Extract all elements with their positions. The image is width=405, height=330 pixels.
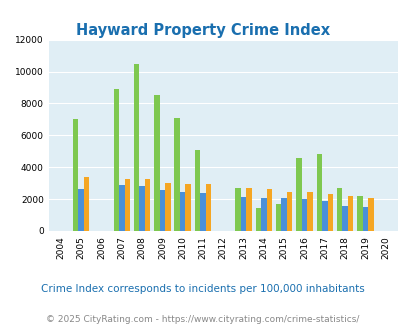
Bar <box>240 197 246 231</box>
Bar <box>307 192 312 231</box>
Bar <box>174 118 179 231</box>
Bar <box>367 197 373 231</box>
Bar <box>185 184 190 231</box>
Bar <box>362 207 367 231</box>
Bar <box>281 198 286 231</box>
Bar <box>159 189 165 231</box>
Bar <box>119 185 124 231</box>
Bar <box>327 193 332 231</box>
Text: Hayward Property Crime Index: Hayward Property Crime Index <box>76 23 329 38</box>
Bar <box>266 189 271 231</box>
Bar <box>356 196 362 231</box>
Bar <box>255 208 260 231</box>
Bar <box>246 188 251 231</box>
Bar <box>139 186 145 231</box>
Bar <box>321 202 327 231</box>
Bar <box>134 63 139 231</box>
Bar <box>113 89 119 231</box>
Bar <box>145 179 150 231</box>
Bar <box>336 188 341 231</box>
Bar <box>235 188 240 231</box>
Bar <box>301 199 307 231</box>
Bar <box>286 192 292 231</box>
Bar <box>154 95 159 231</box>
Bar <box>194 150 200 231</box>
Bar <box>124 179 130 231</box>
Bar <box>316 154 321 231</box>
Bar <box>84 177 89 231</box>
Bar <box>296 158 301 231</box>
Bar <box>73 119 78 231</box>
Bar <box>165 183 170 231</box>
Bar <box>260 197 266 231</box>
Text: © 2025 CityRating.com - https://www.cityrating.com/crime-statistics/: © 2025 CityRating.com - https://www.city… <box>46 315 359 324</box>
Bar <box>275 204 281 231</box>
Bar <box>78 189 84 231</box>
Bar <box>341 206 347 231</box>
Bar <box>347 196 352 231</box>
Bar <box>179 192 185 231</box>
Text: Crime Index corresponds to incidents per 100,000 inhabitants: Crime Index corresponds to incidents per… <box>41 284 364 294</box>
Bar <box>200 193 205 231</box>
Bar <box>205 184 211 231</box>
